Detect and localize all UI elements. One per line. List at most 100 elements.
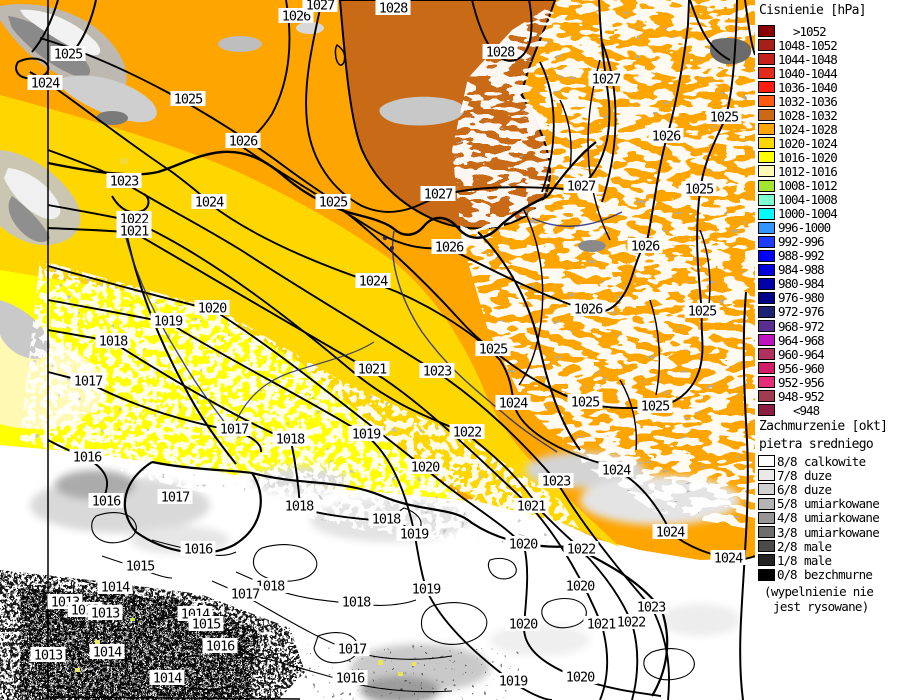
cloud-amount-label: umiarkowane	[804, 496, 880, 512]
isobar-label: 1021	[583, 616, 619, 633]
pressure-range-label: 1024-1028	[778, 121, 838, 137]
isobar-label: 1027	[563, 178, 599, 195]
cloud-legend-row: 5/8 umiarkowane	[758, 496, 880, 512]
svg-text:1025: 1025	[54, 47, 83, 63]
isobar-label: 1019	[396, 526, 432, 543]
isobar-label: 1015	[188, 616, 224, 633]
pressure-legend-row: 968-972	[758, 319, 837, 334]
svg-text:1027: 1027	[592, 72, 621, 88]
svg-text:1021: 1021	[587, 617, 616, 633]
pressure-legend-row: 1004-1008	[758, 192, 838, 208]
pressure-range-label: <948	[793, 402, 820, 418]
pressure-legend-row: 1008-1012	[758, 178, 838, 193]
svg-text:1019: 1019	[154, 314, 183, 330]
isobar-label: 1019	[495, 673, 531, 690]
cloud-amount-label: calkowite	[804, 453, 866, 469]
isobar-label: 1021	[513, 498, 549, 515]
pressure-color-swatch	[758, 39, 775, 52]
svg-text:1014: 1014	[93, 645, 122, 661]
isobar-label: 1019	[408, 581, 444, 598]
pressure-range-label: 996-1000	[778, 220, 831, 236]
pressure-legend-row: 952-956	[758, 374, 837, 390]
isobar-label: 1017	[334, 641, 370, 658]
svg-text:1018: 1018	[285, 499, 314, 515]
cloud-okta-label: 1/8	[777, 552, 798, 568]
svg-text:1017: 1017	[338, 642, 367, 658]
isobar-label: 1017	[157, 489, 193, 506]
pressure-color-swatch	[758, 320, 775, 332]
svg-text:1021: 1021	[358, 362, 387, 378]
cloud-legend-row: 7/8 duze	[758, 468, 879, 483]
map-frame	[47, 0, 301, 700]
isobar-label: 1028	[375, 0, 411, 17]
cloud-amount-label: umiarkowane	[804, 510, 880, 526]
pressure-range-label: 952-956	[778, 374, 825, 390]
legend-panel: Cisnienie [hPa] >1052 1048-1052 1044-1048 1…	[755, 0, 900, 700]
cloud-legend-row: 1/8 male	[758, 552, 879, 568]
pressure-color-swatch	[758, 221, 775, 234]
svg-text:1018: 1018	[372, 512, 401, 528]
cloud-okta-label: 4/8	[777, 510, 798, 526]
svg-text:1019: 1019	[400, 527, 429, 543]
svg-text:1024: 1024	[656, 525, 685, 541]
cloud-legend-rows: 8/8 calkowite 7/8 duze 6/8 duze 5/8 umiarkowane…	[758, 453, 880, 583]
pressure-legend-rows: >1052 1048-1052 1044-1048 1040-1044 1036-104…	[758, 24, 838, 418]
svg-text:1016: 1016	[206, 639, 235, 655]
pressure-legend-row: <948	[758, 402, 837, 418]
svg-text:1025: 1025	[571, 395, 600, 411]
svg-text:1024: 1024	[195, 195, 224, 211]
pressure-color-swatch	[758, 179, 775, 192]
svg-text:1020: 1020	[509, 537, 538, 553]
isobar-label: 1024	[495, 395, 531, 412]
cloud-amount-label: bezchmurne	[804, 567, 873, 583]
isobar-label: 1025	[637, 398, 673, 415]
svg-text:1024: 1024	[499, 396, 528, 412]
pressure-legend-row: 1020-1024	[758, 136, 838, 151]
isobar-label: 1021	[116, 223, 152, 240]
pressure-legend-row: 1016-1020	[758, 149, 838, 165]
pressure-range-label: 1004-1008	[778, 192, 838, 208]
cloud-legend-row: 8/8 calkowite	[758, 453, 879, 469]
svg-text:1013: 1013	[34, 648, 63, 664]
cloud-field-northwest	[0, 4, 324, 359]
isobar-label: 1024	[191, 194, 227, 211]
isobar-label: 1025	[684, 303, 720, 320]
pressure-color-swatch	[758, 277, 775, 290]
isobar-label: 1017	[70, 373, 106, 390]
isobar-label: 1023	[419, 363, 455, 380]
isobar-label: 1024	[710, 550, 746, 567]
pressure-range-label: 1036-1040	[778, 79, 838, 95]
pressure-color-swatch	[758, 235, 775, 248]
isobar-label: 1024	[652, 524, 688, 541]
svg-text:1022: 1022	[453, 425, 482, 441]
svg-text:1023: 1023	[542, 474, 571, 490]
weather-map: 1025 1024 1025 1026 1023 1024 1022 1021 1026 1027…	[0, 0, 755, 700]
contours-northeast	[518, 59, 749, 700]
svg-text:1026: 1026	[631, 239, 660, 255]
isobar-label: 1020	[505, 536, 541, 553]
svg-text:1024: 1024	[31, 76, 60, 92]
pressure-range-label: 976-980	[778, 290, 825, 306]
isobar-label: 1026	[225, 133, 261, 150]
cloud-okta-label: 6/8	[777, 481, 798, 497]
cloud-amount-label: duze	[804, 481, 832, 497]
pressure-legend-row: 976-980	[758, 290, 837, 306]
pressure-range-label: 960-964	[778, 346, 825, 362]
pressure-color-swatch	[758, 263, 775, 276]
isobar-label: 1015	[122, 558, 158, 575]
pressure-color-swatch	[758, 334, 775, 347]
dark-cloud-patch-mid	[578, 240, 606, 252]
cloud-color-swatch	[758, 455, 775, 468]
cloud-legend-row: 0/8 bezchmurne	[758, 567, 879, 583]
isobar-labels-layer: 1025 1024 1025 1026 1023 1024 1022 1021 1026 1027…	[27, 0, 746, 690]
cloud-amount-label: male	[804, 552, 832, 568]
svg-text:1018: 1018	[256, 579, 285, 595]
pressure-range-label: 1016-1020	[778, 149, 838, 165]
isobar-label: 1027	[420, 186, 456, 203]
svg-text:1025: 1025	[479, 342, 508, 358]
isobar-label: 1019	[150, 313, 186, 330]
isobar-label: 1016	[69, 449, 105, 466]
cloud-okta-label: 5/8	[777, 496, 798, 512]
svg-text:1024: 1024	[602, 463, 631, 479]
